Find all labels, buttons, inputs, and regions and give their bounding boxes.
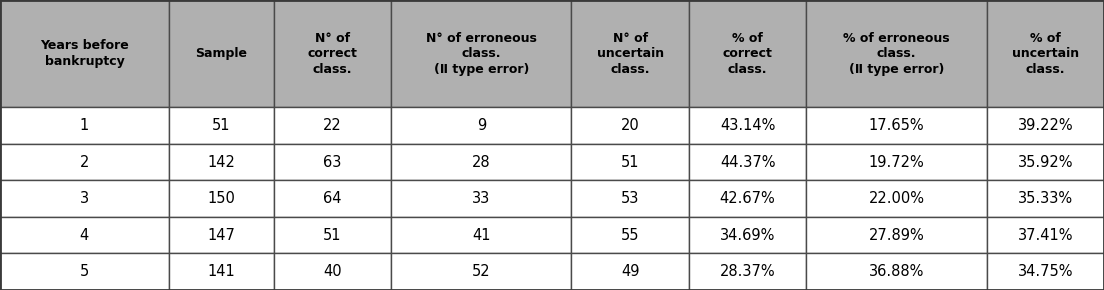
Text: N° of erroneous
class.
(Ⅱ type error): N° of erroneous class. (Ⅱ type error) [426, 32, 537, 76]
Bar [169, 217, 274, 253]
Bar [987, 144, 1104, 180]
Text: % of
correct
class.: % of correct class. [723, 32, 773, 76]
Bar [274, 144, 391, 180]
Text: 19.72%: 19.72% [869, 155, 924, 170]
Bar [391, 107, 572, 144]
Bar [0, 0, 169, 107]
Text: 5: 5 [79, 264, 89, 279]
Bar [274, 107, 391, 144]
Text: 34.75%: 34.75% [1018, 264, 1073, 279]
Bar [987, 217, 1104, 253]
Text: 9: 9 [477, 118, 486, 133]
Bar [689, 253, 806, 290]
Text: 3: 3 [79, 191, 89, 206]
Text: 147: 147 [208, 228, 235, 243]
Text: % of
uncertain
class.: % of uncertain class. [1011, 32, 1079, 76]
Bar [0, 253, 169, 290]
Bar [274, 253, 391, 290]
Text: N° of
correct
class.: N° of correct class. [308, 32, 358, 76]
Text: 51: 51 [212, 118, 231, 133]
Bar [391, 253, 572, 290]
Bar [0, 180, 169, 217]
Bar [987, 180, 1104, 217]
Text: Sample: Sample [195, 47, 247, 60]
Text: 42.67%: 42.67% [720, 191, 775, 206]
Text: 150: 150 [208, 191, 235, 206]
Bar [169, 144, 274, 180]
Text: 35.33%: 35.33% [1018, 191, 1073, 206]
Text: 63: 63 [323, 155, 341, 170]
Bar [572, 217, 689, 253]
Text: 20: 20 [620, 118, 639, 133]
Text: 55: 55 [620, 228, 639, 243]
Bar [274, 217, 391, 253]
Text: 22: 22 [323, 118, 342, 133]
Text: 17.65%: 17.65% [869, 118, 924, 133]
Text: 51: 51 [323, 228, 342, 243]
Text: 41: 41 [473, 228, 490, 243]
Text: 34.69%: 34.69% [720, 228, 775, 243]
Text: 4: 4 [79, 228, 89, 243]
Text: 37.41%: 37.41% [1018, 228, 1073, 243]
Bar [806, 180, 987, 217]
Bar [689, 107, 806, 144]
Text: 33: 33 [473, 191, 490, 206]
Bar [572, 180, 689, 217]
Bar [0, 144, 169, 180]
Text: 35.92%: 35.92% [1018, 155, 1073, 170]
Bar [572, 107, 689, 144]
Bar [0, 217, 169, 253]
Text: 1: 1 [79, 118, 89, 133]
Bar [169, 253, 274, 290]
Text: 39.22%: 39.22% [1018, 118, 1073, 133]
Text: 44.37%: 44.37% [720, 155, 775, 170]
Bar [806, 0, 987, 107]
Bar [689, 144, 806, 180]
Bar [689, 0, 806, 107]
Text: 52: 52 [473, 264, 490, 279]
Bar [987, 107, 1104, 144]
Bar [169, 180, 274, 217]
Text: N° of
uncertain
class.: N° of uncertain class. [596, 32, 664, 76]
Bar [572, 253, 689, 290]
Text: 2: 2 [79, 155, 89, 170]
Bar [391, 0, 572, 107]
Text: 28.37%: 28.37% [720, 264, 775, 279]
Text: % of erroneous
class.
(Ⅱ type error): % of erroneous class. (Ⅱ type error) [843, 32, 949, 76]
Bar [987, 253, 1104, 290]
Text: 53: 53 [620, 191, 639, 206]
Text: 22.00%: 22.00% [869, 191, 924, 206]
Text: 141: 141 [208, 264, 235, 279]
Bar [169, 107, 274, 144]
Text: Years before
bankruptcy: Years before bankruptcy [40, 39, 129, 68]
Bar [274, 0, 391, 107]
Bar [391, 144, 572, 180]
Bar [689, 217, 806, 253]
Bar [169, 0, 274, 107]
Text: 27.89%: 27.89% [869, 228, 924, 243]
Bar [987, 0, 1104, 107]
Text: 36.88%: 36.88% [869, 264, 924, 279]
Text: 43.14%: 43.14% [720, 118, 775, 133]
Text: 28: 28 [473, 155, 490, 170]
Text: 142: 142 [208, 155, 235, 170]
Bar [806, 107, 987, 144]
Bar [806, 144, 987, 180]
Bar [0, 107, 169, 144]
Text: 51: 51 [620, 155, 639, 170]
Bar [806, 217, 987, 253]
Text: 49: 49 [620, 264, 639, 279]
Bar [391, 180, 572, 217]
Text: 64: 64 [323, 191, 342, 206]
Bar [689, 180, 806, 217]
Text: 40: 40 [323, 264, 342, 279]
Bar [572, 144, 689, 180]
Bar [806, 253, 987, 290]
Bar [274, 180, 391, 217]
Bar [572, 0, 689, 107]
Bar [391, 217, 572, 253]
